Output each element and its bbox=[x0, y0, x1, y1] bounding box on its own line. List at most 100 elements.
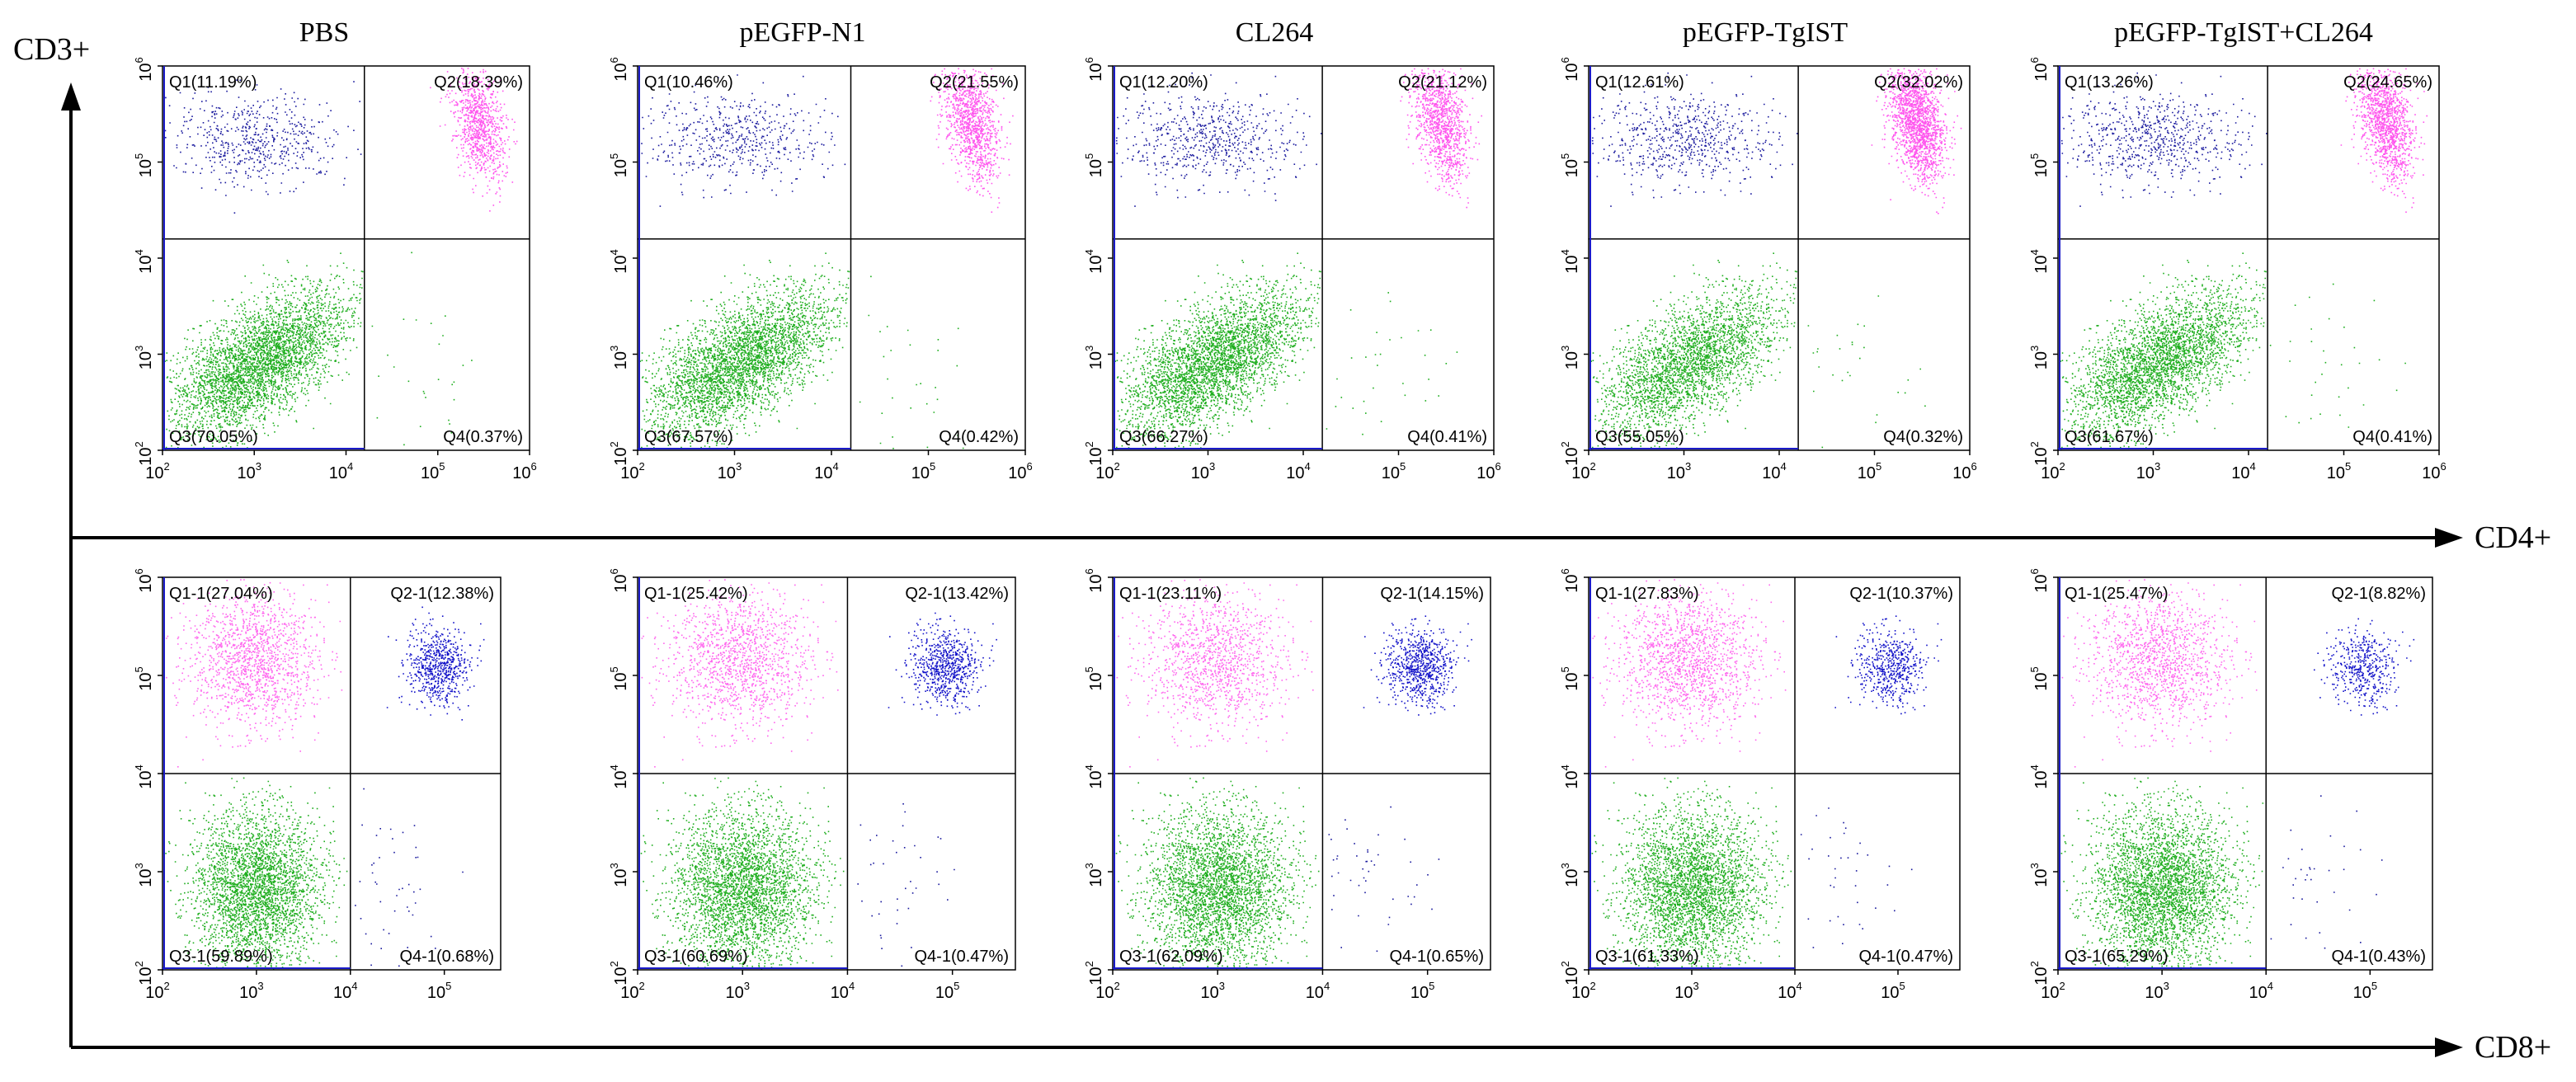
y-tick-label: 103 bbox=[2028, 346, 2051, 369]
x-tick-label: 102 bbox=[145, 460, 169, 482]
q1-dot-cloud-dots bbox=[641, 579, 839, 768]
y-tick-exp: 5 bbox=[133, 153, 145, 159]
x-tick-base: 10 bbox=[1306, 984, 1324, 1002]
q3-label: Q3(67.57%) bbox=[644, 428, 733, 446]
q4-dot-cloud bbox=[1807, 295, 1926, 449]
x-tick-label: 104 bbox=[2231, 460, 2255, 482]
y-tick-base: 10 bbox=[2032, 574, 2051, 592]
y-tick-label: 103 bbox=[608, 863, 630, 887]
q2-dot-cloud-dots bbox=[2340, 68, 2428, 213]
y-tick-label: 104 bbox=[2028, 249, 2051, 273]
q4-dot-cloud-dots bbox=[857, 803, 955, 967]
x-tick-exp: 3 bbox=[744, 980, 750, 992]
y-tick-label: 102 bbox=[2028, 441, 2051, 465]
y-tick-label: 104 bbox=[2028, 764, 2051, 788]
y-tick-label: 105 bbox=[133, 153, 155, 177]
title-pbs: PBS bbox=[299, 17, 350, 48]
x-tick-label: 104 bbox=[1762, 460, 1786, 482]
y-tick-exp: 6 bbox=[133, 568, 145, 574]
x-tick-label: 104 bbox=[1306, 980, 1330, 1002]
x-tick-exp: 3 bbox=[1693, 980, 1699, 992]
x-tick-exp: 4 bbox=[1305, 460, 1311, 473]
y-tick-label: 106 bbox=[1083, 57, 1105, 81]
y-tick-label: 103 bbox=[1559, 863, 1581, 887]
y-tick-label: 102 bbox=[1559, 961, 1581, 985]
q3-dot-cloud-dots bbox=[1590, 252, 1797, 450]
q2-dot-cloud-dots bbox=[1400, 68, 1482, 209]
y-tick-label: 104 bbox=[1083, 764, 1105, 788]
y-tick-label: 105 bbox=[608, 153, 630, 177]
q4-dot-cloud-dots bbox=[2270, 795, 2383, 949]
top-panel-1: Q1(10.46%) Q2(21.55%)Q3(67.57%) Q4(0.42%)1… bbox=[608, 57, 1033, 482]
y-tick-base: 10 bbox=[1087, 672, 1105, 690]
y-tick-exp: 4 bbox=[608, 249, 620, 255]
q4-dot-cloud-dots bbox=[1800, 807, 1913, 948]
x-tick-exp: 2 bbox=[164, 980, 170, 992]
y-axis-arrowhead bbox=[61, 82, 81, 111]
x-tick-label: 105 bbox=[2353, 980, 2377, 1002]
x-tick-base: 10 bbox=[1095, 464, 1114, 482]
q2-dot-cloud-dots bbox=[1834, 615, 1943, 715]
y-tick-label: 105 bbox=[1559, 153, 1581, 177]
y-tick-label: 106 bbox=[2028, 568, 2051, 592]
q3-label: Q3-1(60.69%) bbox=[644, 948, 748, 966]
q3-dot-cloud bbox=[2060, 777, 2264, 970]
q3-dot-cloud bbox=[165, 777, 348, 970]
x-tick-exp: 5 bbox=[954, 980, 959, 992]
y-tick-label: 103 bbox=[608, 346, 630, 369]
y-tick-label: 104 bbox=[1559, 764, 1581, 788]
y-tick-label: 106 bbox=[1083, 568, 1105, 592]
q2-dot-cloud bbox=[1400, 68, 1482, 209]
y-tick-exp: 4 bbox=[2028, 764, 2041, 770]
y-tick-exp: 3 bbox=[2028, 346, 2041, 351]
x-tick-exp: 5 bbox=[445, 980, 451, 992]
q1-label: Q1-1(25.47%) bbox=[2065, 585, 2169, 603]
q2-label: Q2(21.12%) bbox=[1398, 73, 1487, 92]
y-tick-exp: 5 bbox=[2028, 153, 2041, 159]
x-tick-exp: 5 bbox=[1876, 460, 1881, 473]
y-tick-base: 10 bbox=[2032, 672, 2051, 690]
y-tick-label: 102 bbox=[2028, 961, 2051, 985]
x-tick-exp: 5 bbox=[1900, 980, 1905, 992]
title-pegfp-tgist: pEGFP-TgIST bbox=[1683, 17, 1848, 48]
x-tick-base: 10 bbox=[725, 984, 743, 1002]
x-tick-base: 10 bbox=[1095, 984, 1114, 1002]
x-tick-base: 10 bbox=[1191, 464, 1209, 482]
y-tick-base: 10 bbox=[137, 351, 155, 369]
x-tick-base: 10 bbox=[1382, 464, 1400, 482]
q4-dot-cloud-dots bbox=[1328, 806, 1440, 953]
x-tick-label: 105 bbox=[427, 980, 451, 1002]
y-tick-label: 102 bbox=[1083, 441, 1105, 465]
y-tick-base: 10 bbox=[1563, 672, 1581, 690]
y-tick-exp: 5 bbox=[608, 666, 620, 672]
y-tick-label: 105 bbox=[608, 666, 630, 690]
q1-label: Q1(12.61%) bbox=[1595, 73, 1684, 92]
y-tick-base: 10 bbox=[612, 63, 630, 81]
q4-label: Q4-1(0.47%) bbox=[1859, 948, 1954, 966]
q2-dot-cloud-dots bbox=[386, 606, 485, 721]
y-tick-exp: 2 bbox=[2028, 961, 2041, 967]
q4-dot-cloud bbox=[371, 252, 473, 446]
x-tick-exp: 2 bbox=[1590, 980, 1596, 992]
q2-dot-cloud bbox=[386, 606, 485, 721]
y-tick-label: 103 bbox=[1083, 346, 1105, 369]
q2-label: Q2-1(14.15%) bbox=[1380, 585, 1484, 603]
y-tick-label: 106 bbox=[608, 568, 630, 592]
y-tick-base: 10 bbox=[1087, 868, 1105, 887]
q2-label: Q2-1(13.42%) bbox=[905, 585, 1009, 603]
y-tick-base: 10 bbox=[612, 770, 630, 788]
x-tick-exp: 6 bbox=[1971, 460, 1977, 473]
x-tick-exp: 6 bbox=[2441, 460, 2446, 473]
q1-dot-cloud bbox=[641, 579, 839, 768]
x-tick-base: 10 bbox=[239, 984, 257, 1002]
y-tick-exp: 2 bbox=[1083, 961, 1095, 967]
y-tick-exp: 4 bbox=[1559, 249, 1571, 255]
y-tick-exp: 6 bbox=[133, 57, 145, 63]
q4-label: Q4(0.32%) bbox=[1883, 428, 1963, 446]
x-tick-exp: 5 bbox=[1429, 980, 1434, 992]
y-tick-base: 10 bbox=[137, 574, 155, 592]
x-tick-label: 102 bbox=[145, 980, 169, 1002]
q1-label: Q1-1(23.11%) bbox=[1119, 585, 1222, 603]
x-tick-base: 10 bbox=[935, 984, 954, 1002]
